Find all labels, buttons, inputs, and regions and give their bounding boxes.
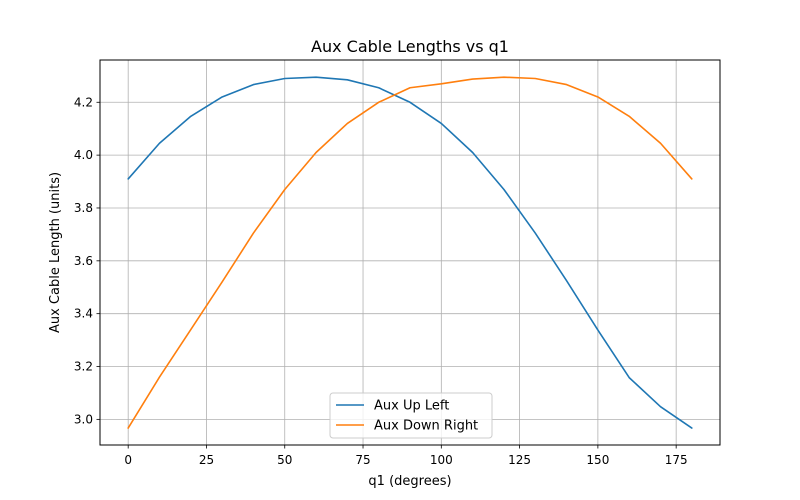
series-lines xyxy=(127,76,693,429)
axis-ticks: 0 25 50 75 100 125 150 175 3.0 3.2 3.4 3.6 3.8 4.0 4.2 xyxy=(74,95,688,467)
y-tick-label: 3.6 xyxy=(74,254,93,268)
chart-title: Aux Cable Lengths vs q1 xyxy=(311,37,509,56)
x-tick-label: 0 xyxy=(124,453,132,467)
plot-frame xyxy=(99,59,721,446)
legend: Aux Up Left Aux Down Right xyxy=(329,392,493,439)
x-tick-label: 175 xyxy=(665,453,688,467)
series-line-2 xyxy=(127,76,693,429)
x-axis-label: q1 (degrees) xyxy=(368,474,451,489)
x-tick-label: 150 xyxy=(586,453,609,467)
y-tick-label: 3.8 xyxy=(74,201,93,215)
x-tick-label: 125 xyxy=(508,453,531,467)
series-line-1 xyxy=(127,76,693,429)
x-tick-label: 75 xyxy=(355,453,370,467)
x-tick-label: 25 xyxy=(199,453,214,467)
y-tick-label: 4.0 xyxy=(74,148,93,162)
y-tick-label: 3.2 xyxy=(74,360,93,374)
legend-box xyxy=(329,392,493,439)
x-tick-label: 100 xyxy=(430,453,453,467)
legend-label-1: Aux Up Left xyxy=(374,399,449,414)
y-tick-label: 3.0 xyxy=(74,412,93,426)
y-axis-label: Aux Cable Length (units) xyxy=(48,172,63,333)
y-tick-label: 4.2 xyxy=(74,95,93,109)
legend-label-2: Aux Down Right xyxy=(374,419,478,434)
y-tick-label: 3.4 xyxy=(74,307,93,321)
x-tick-label: 50 xyxy=(277,453,292,467)
